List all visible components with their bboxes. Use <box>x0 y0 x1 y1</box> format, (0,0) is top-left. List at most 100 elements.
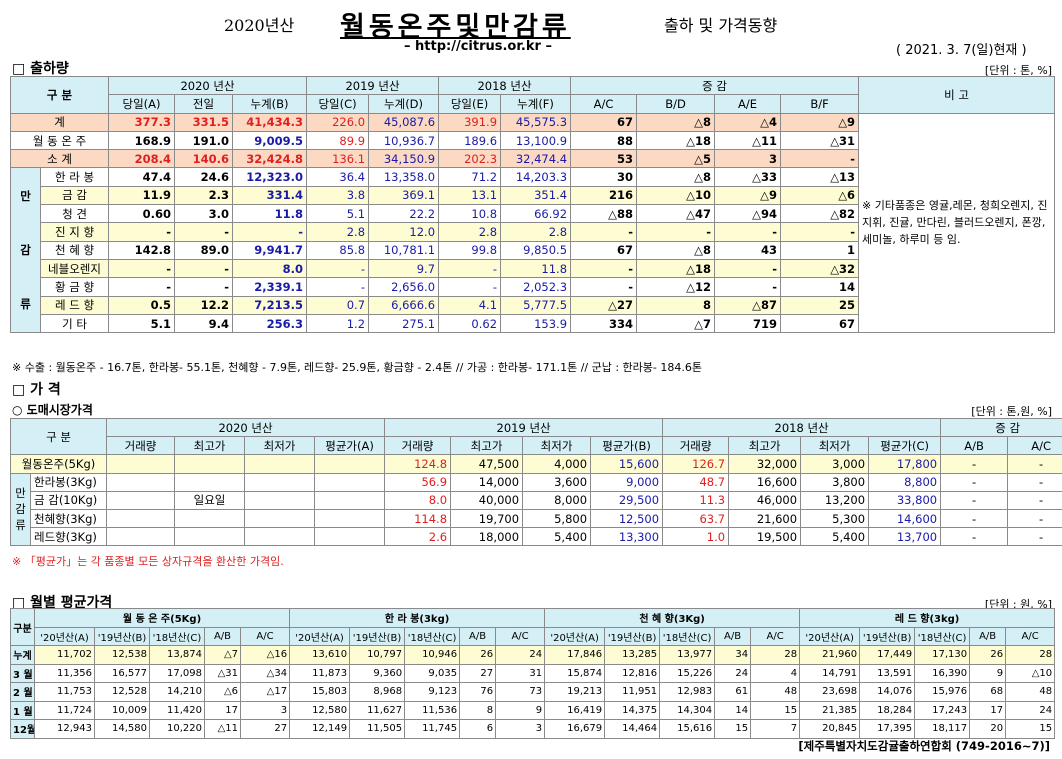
table-row: 12월 12,943 14,580 10,220 △11 27 12,149 11,505 11… <box>10 719 1056 739</box>
row-label: 청 견 <box>39 204 110 224</box>
data-cell: △47 <box>636 204 716 224</box>
side-char: 만 <box>20 189 31 204</box>
shipment-note: ※ 수출 : 월동온주 - 16.7톤, 한라봉- 55.1톤, 천혜향 - 7… <box>12 361 702 374</box>
data-cell: 4.1 <box>438 295 502 315</box>
data-cell: 11,627 <box>349 700 406 720</box>
data-cell: 351.4 <box>500 185 572 206</box>
data-cell: 28 <box>750 645 801 665</box>
data-cell: 4 <box>750 663 801 683</box>
table-row: 누계 11,702 12,538 13,874 △7 △16 13,610 10,797 10,… <box>10 645 1056 665</box>
data-cell: 11.3 <box>662 490 730 510</box>
data-cell: 5,400 <box>800 527 870 547</box>
data-cell: △87 <box>714 295 782 315</box>
data-cell: 14 <box>714 700 752 720</box>
data-cell: 8.0 <box>384 490 452 510</box>
data-cell: 73 <box>495 682 546 702</box>
data-cell: 40,000 <box>450 490 524 510</box>
subheader-cell: '20년산(A) <box>34 626 95 646</box>
data-cell: 13,358.0 <box>368 167 440 187</box>
data-cell: 15 <box>750 700 801 720</box>
data-cell: 9,360 <box>349 663 406 683</box>
data-cell: 28 <box>1005 645 1056 665</box>
data-cell: - <box>570 222 638 242</box>
subheader-cell: A/C <box>570 94 638 114</box>
row-label: 기 타 <box>39 313 110 334</box>
data-cell: 56.9 <box>384 472 452 492</box>
subheader-cell: '19년산(B) <box>604 626 661 646</box>
data-cell: 18,284 <box>859 700 916 720</box>
data-cell: 46,000 <box>728 490 802 510</box>
data-cell: 일요일 <box>174 490 246 510</box>
data-cell: 16,679 <box>544 719 606 739</box>
data-cell: - <box>174 258 234 279</box>
data-cell: 17,800 <box>868 454 942 474</box>
data-cell: 13,100.9 <box>500 130 572 151</box>
data-cell: 10,009 <box>94 700 150 720</box>
data-cell <box>174 472 246 492</box>
table-row: 월 동 온 주 168.9 191.0 9,009.5 89.9 10,936.7 189.… <box>9 130 1055 151</box>
data-cell: - <box>438 258 502 279</box>
subheader-cell: 최저가 <box>522 436 592 456</box>
page-title: 월동온주및만감류 <box>340 12 571 43</box>
data-cell: △82 <box>780 204 860 224</box>
data-cell: - <box>636 222 716 242</box>
data-cell: 31 <box>495 663 546 683</box>
data-cell: 331.4 <box>232 185 308 206</box>
data-cell <box>174 454 246 474</box>
data-cell: 12.0 <box>368 222 440 242</box>
subheader-cell: 최저가 <box>800 436 870 456</box>
subheader-cell: A/B <box>940 436 1009 456</box>
data-cell: 88 <box>570 130 638 151</box>
data-cell: - <box>940 508 1009 529</box>
data-cell: 124.8 <box>384 454 452 474</box>
data-cell: 11.8 <box>232 204 308 224</box>
site-url[interactable]: – http://citrus.or.kr – <box>404 39 552 54</box>
data-cell: 32,424.8 <box>232 149 308 169</box>
data-cell: 5.1 <box>108 313 176 334</box>
data-cell: 5,300 <box>800 508 870 529</box>
data-cell: 1.0 <box>662 527 730 547</box>
data-cell: 153.9 <box>500 313 572 334</box>
subheader-cell: '18년산(C) <box>914 626 971 646</box>
data-cell: 3.0 <box>174 204 234 224</box>
data-cell: 10,797 <box>349 645 406 665</box>
data-cell: 24.6 <box>174 167 234 187</box>
data-cell: 13,977 <box>659 645 716 665</box>
row-label: 월 동 온 주 <box>9 130 110 151</box>
data-cell: 16,600 <box>728 472 802 492</box>
table-row: 3 월 11,356 16,577 17,098 △31 △34 11,873 9,360 9,… <box>10 663 1056 683</box>
row-label: 소 계 <box>9 149 110 169</box>
table-row: 1 월 11,724 10,009 11,420 17 3 12,580 11,627 11,5… <box>10 700 1056 720</box>
table-row: 레드향(3Kg) 2.6 18,000 5,400 13,300 1.0 19,500 5,4… <box>11 527 1062 547</box>
data-cell: 48 <box>750 682 801 702</box>
data-cell: 191.0 <box>174 130 234 151</box>
monthly-section-title: □ 월별 평균가격 <box>12 595 113 611</box>
report-date: ( 2021. 3. 7(일)현재 ) <box>896 43 1027 58</box>
data-cell: 8 <box>636 295 716 315</box>
header-variety: 천 혜 향(3Kg) <box>544 608 801 628</box>
subheader-cell: 당일(A) <box>108 94 176 114</box>
subheader-cell: '19년산(B) <box>94 626 150 646</box>
data-cell: 12,943 <box>34 719 95 739</box>
data-cell: △18 <box>636 130 716 151</box>
row-label: 계 <box>9 112 110 132</box>
row-label: 천 혜 향 <box>39 240 110 260</box>
data-cell <box>244 472 316 492</box>
row-label: 금 감(10Kg) <box>29 490 108 510</box>
data-cell: - <box>714 277 782 297</box>
data-cell: 10,946 <box>404 645 461 665</box>
header-change: 증 감 <box>940 417 1062 438</box>
header-gubun: 구 분 <box>9 417 108 456</box>
data-cell: 12.2 <box>174 295 234 315</box>
data-cell: 47.4 <box>108 167 176 187</box>
data-cell: 719 <box>714 313 782 334</box>
page-subtitle: 출하 및 가격동향 <box>664 16 778 35</box>
table-row: 진 지 향 - - -2.8 12.0 2.8 2.8- - - - <box>11 222 1055 242</box>
data-cell <box>244 490 316 510</box>
header-variety: 레 드 향(3kg) <box>799 608 1056 628</box>
data-cell: - <box>1007 490 1062 510</box>
data-cell: △9 <box>714 185 782 206</box>
row-label: 12월 <box>10 719 35 739</box>
data-cell: - <box>570 277 638 297</box>
data-cell: - <box>780 149 860 169</box>
